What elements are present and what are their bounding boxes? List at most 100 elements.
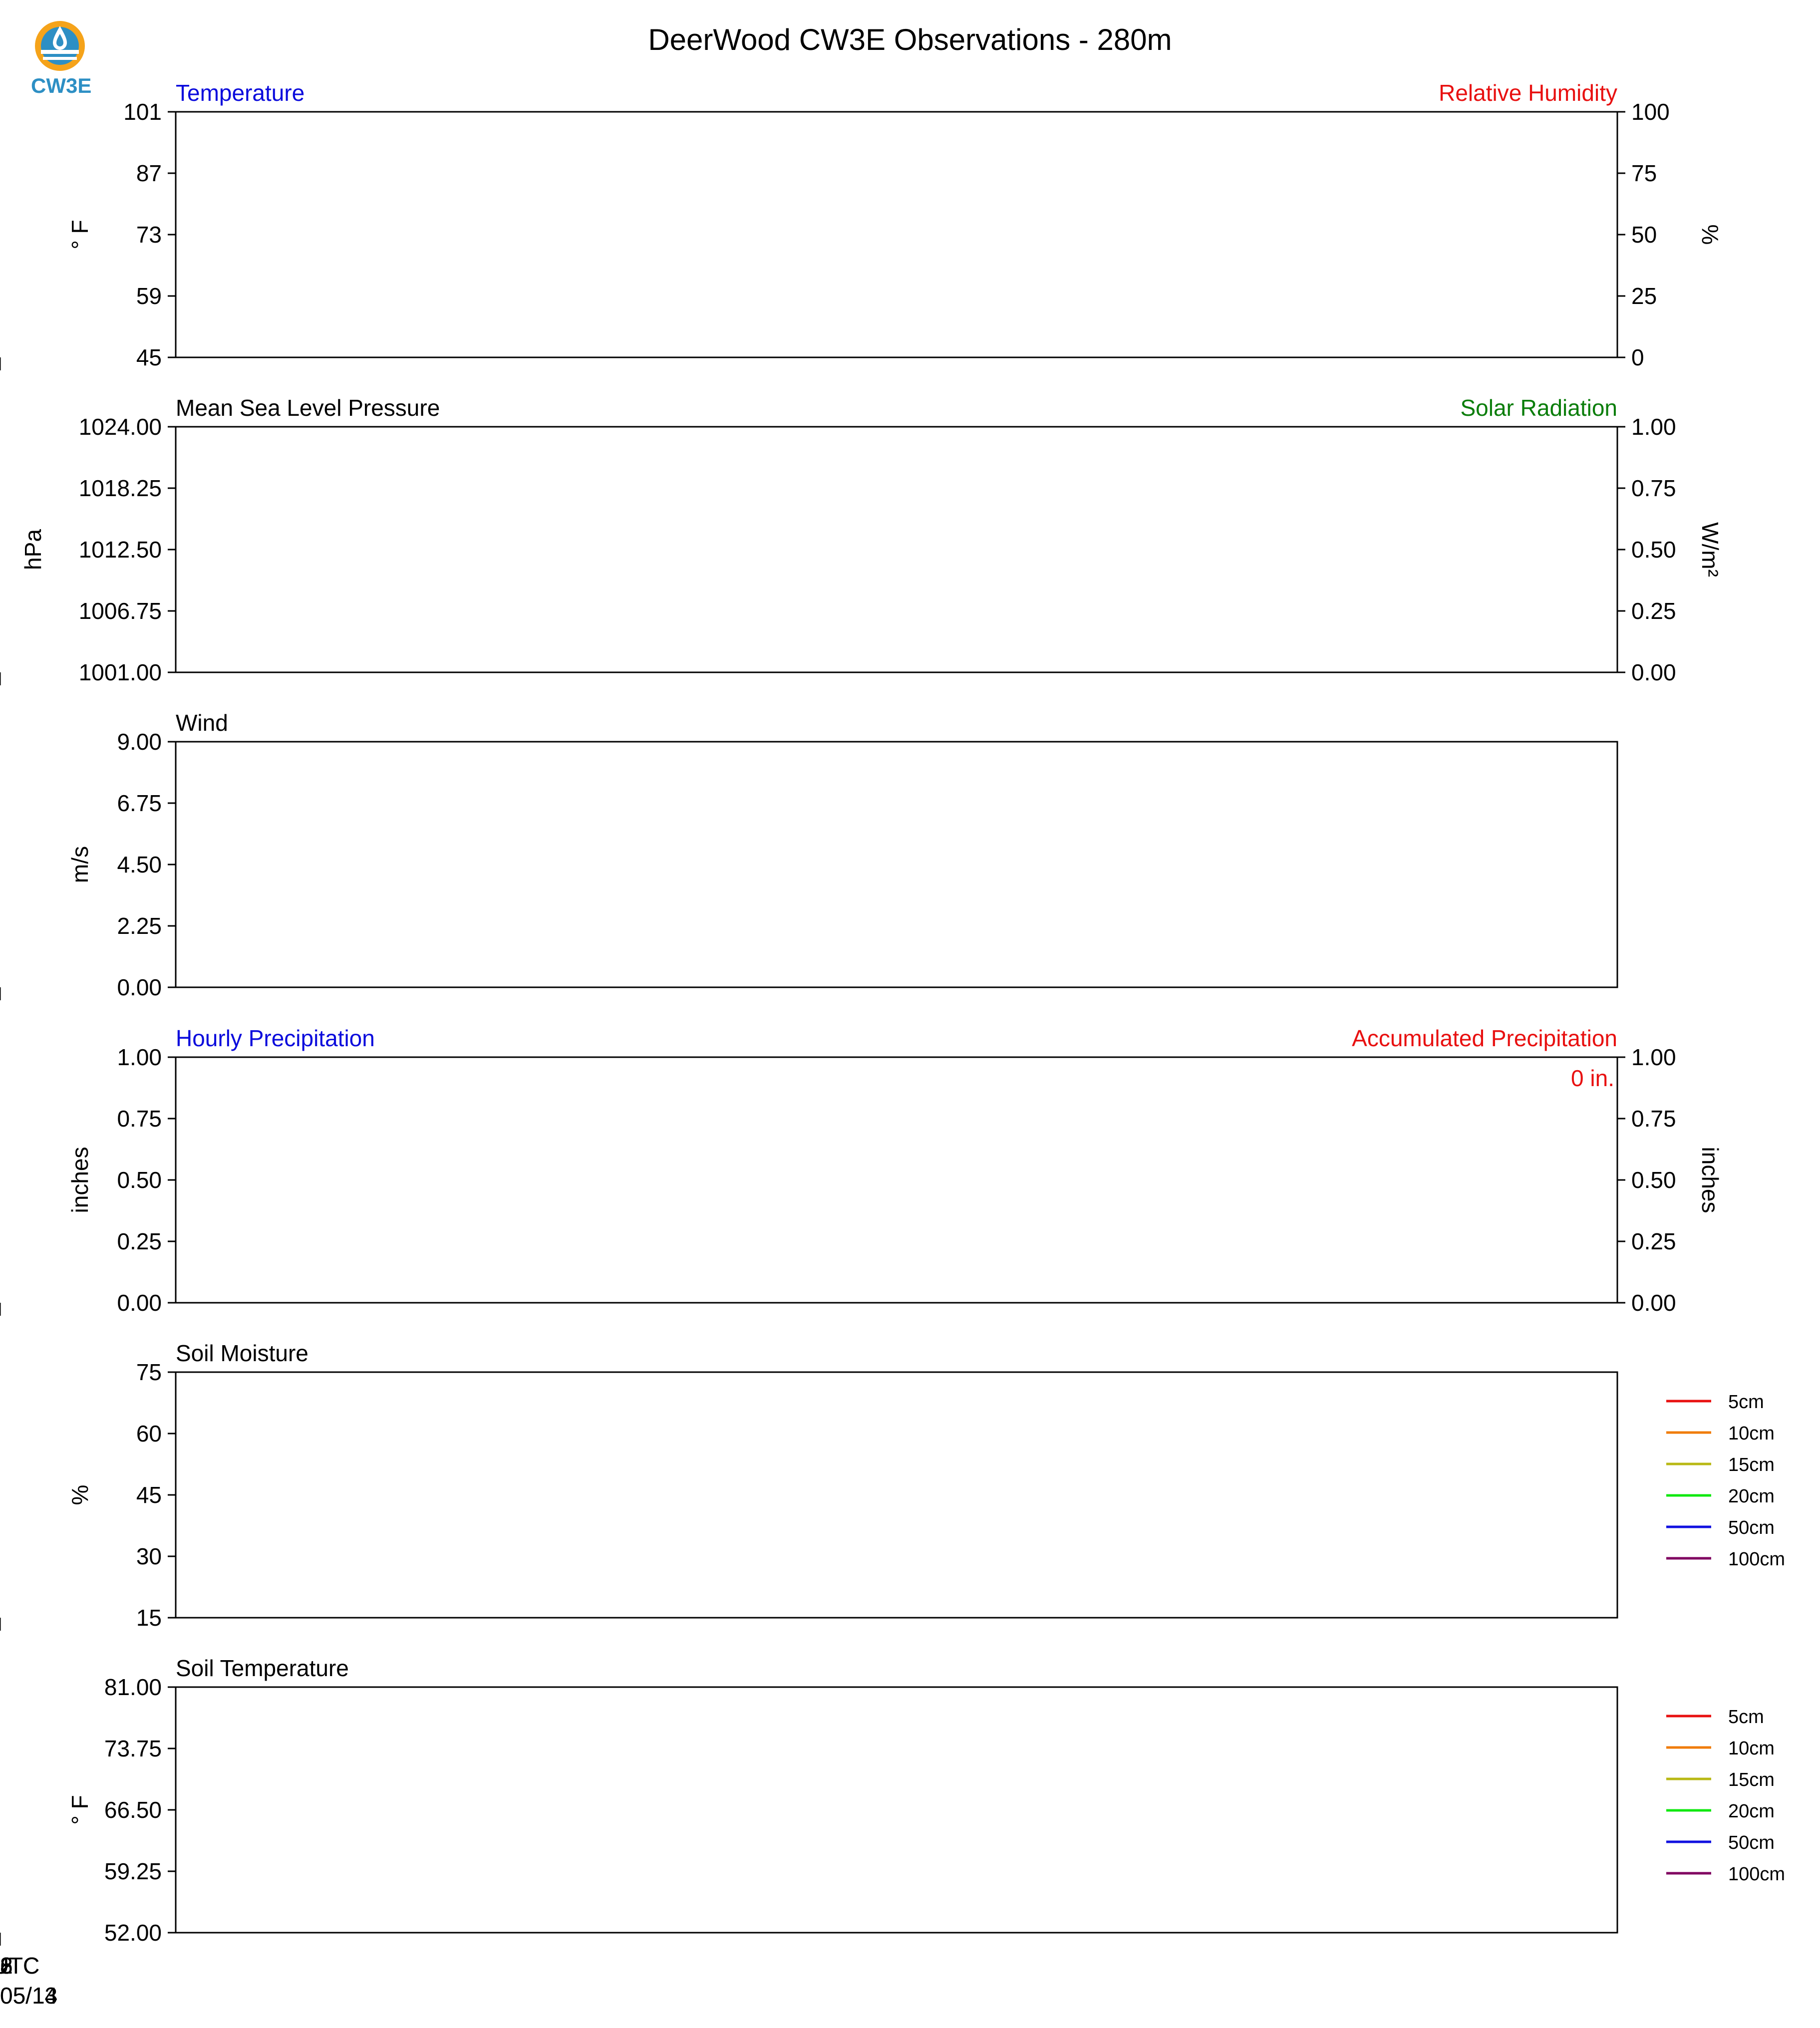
panel-title-right: Accumulated Precipitation	[1352, 1025, 1617, 1051]
panel-title-left: Soil Moisture	[176, 1340, 308, 1366]
y-axis-label-left: %	[67, 1485, 93, 1505]
y-tick-label-left: 73	[136, 222, 162, 248]
legend-label: 5cm	[1728, 1707, 1764, 1728]
x-tick-sublabel: 2024/05/13	[0, 1983, 57, 2009]
y-tick-label-left: 1006.75	[79, 598, 162, 624]
legend-label: 5cm	[1728, 1392, 1764, 1413]
legend-label: 15cm	[1728, 1769, 1775, 1790]
y-tick-label-right: 0.50	[1631, 1167, 1676, 1193]
y-tick-label-right: 0.75	[1631, 1106, 1676, 1132]
legend-label: 100cm	[1728, 1549, 1785, 1570]
legend-label: 50cm	[1728, 1517, 1775, 1538]
x-tick-label: 00 UTC	[0, 1953, 39, 1979]
x-tick-label: 18	[0, 1953, 13, 1979]
y-tick-label-left: 15	[136, 1605, 162, 1631]
panel-precip: Hourly Precipitation Accumulated Precipit…	[0, 1025, 1723, 1316]
plot-frame	[175, 1686, 1618, 1934]
plot-frame	[175, 426, 1618, 673]
y-tick-label-left: 30	[136, 1543, 162, 1569]
y-axis-label-right: W/m²	[1697, 522, 1723, 577]
y-tick-label-left: 0.75	[117, 1106, 162, 1132]
y-tick-label-left: 1018.25	[79, 475, 162, 501]
y-axis-label-left: m/s	[67, 846, 93, 883]
y-tick-label-right: 50	[1631, 222, 1657, 248]
panel-title-left: Temperature	[176, 80, 304, 106]
y-tick-label-left: 45	[136, 1482, 162, 1508]
y-axis-label-left: hPa	[20, 529, 46, 570]
y-tick-label-left: 73.75	[104, 1736, 162, 1761]
panel-title-right: Solar Radiation	[1460, 395, 1617, 421]
legend-label: 100cm	[1728, 1864, 1785, 1885]
y-tick-label-left: 59.25	[104, 1858, 162, 1884]
legend-label: 10cm	[1728, 1738, 1775, 1759]
y-tick-label-left: 0.00	[117, 974, 162, 1000]
y-tick-label-left: 9.00	[117, 729, 162, 755]
y-tick-label-left: 0.25	[117, 1228, 162, 1254]
legend: 5cm 10cm 15cm 20cm 50cm 100cm	[1666, 1392, 1785, 1570]
y-tick-label-left: 87	[136, 160, 162, 186]
y-axis-label-left: ° F	[67, 220, 93, 249]
y-tick-label-right: 1.00	[1631, 414, 1676, 440]
panel-title-right: Relative Humidity	[1439, 80, 1617, 106]
y-tick-label-left: 1.00	[117, 1044, 162, 1070]
cw3e-logo: CW3E	[30, 15, 105, 105]
x-tick-label: 18	[0, 1953, 13, 1979]
y-tick-label-right: 0.75	[1631, 475, 1676, 501]
panel-pressure_solar: Mean Sea Level Pressure Solar Radiation 10…	[0, 395, 1723, 685]
panel-title-left: Hourly Precipitation	[176, 1025, 375, 1051]
cw3e-logo-text: CW3E	[31, 74, 92, 97]
y-axis-label-left: ° F	[67, 1795, 93, 1824]
panel-annotation: 0 in.	[1571, 1065, 1614, 1091]
y-tick-label-right: 0	[1631, 344, 1644, 370]
figure-title: DeerWood CW3E Observations - 280m	[648, 23, 1172, 56]
y-tick-label-right: 0.25	[1631, 598, 1676, 624]
y-tick-label-right: 0.00	[1631, 659, 1676, 685]
y-tick-label-left: 59	[136, 283, 162, 309]
y-tick-label-left: 6.75	[117, 790, 162, 816]
y-tick-label-left: 0.00	[117, 1290, 162, 1316]
legend-label: 20cm	[1728, 1486, 1775, 1507]
panel-soil_moisture: Soil Moisture1530456075%5cm10cm15cm20cm5…	[0, 1340, 1785, 1631]
panel-title-left: Soil Temperature	[176, 1655, 349, 1681]
y-tick-label-left: 101	[123, 99, 162, 125]
plot-frame	[175, 111, 1618, 358]
panel-soil_temperature: Soil Temperature 52.00 59.25 66.50 73.75 81.0…	[0, 1655, 1785, 2009]
x-tick-label: 06	[0, 1953, 13, 1979]
y-axis-label-left: inches	[67, 1147, 93, 1213]
panels: Temperature Relative Humidity 45 59 73 87 101 °…	[0, 80, 1785, 2009]
x-tick-label: 12	[0, 1953, 13, 1979]
legend: 5cm 10cm 15cm 20cm 50cm 100cm	[1666, 1707, 1785, 1885]
y-tick-label-left: 1012.50	[79, 537, 162, 563]
y-tick-label-left: 45	[136, 344, 162, 370]
y-tick-label-left: 66.50	[104, 1797, 162, 1823]
panel-title-left: Wind	[176, 710, 228, 736]
legend-label: 20cm	[1728, 1801, 1775, 1822]
legend-label: 10cm	[1728, 1423, 1775, 1444]
y-tick-label-right: 75	[1631, 160, 1657, 186]
y-tick-label-left: 1024.00	[79, 414, 162, 440]
x-tick-sublabel: 2024/05/14	[0, 1983, 57, 2009]
y-tick-label-right: 0.50	[1631, 537, 1676, 563]
y-tick-label-right: 25	[1631, 283, 1657, 309]
y-tick-label-right: 1.00	[1631, 1044, 1676, 1070]
y-axis-label-right: %	[1697, 225, 1723, 245]
y-tick-label-right: 0.25	[1631, 1228, 1676, 1254]
panel-wind: Wind 0.00 2.25 4.50 6.75 9.00 m/s	[0, 710, 1618, 1000]
plot-frame	[175, 1056, 1618, 1304]
y-tick-label-left: 60	[136, 1421, 162, 1447]
x-tick-label: 00 UTC	[0, 1953, 39, 1979]
y-tick-label-right: 0.00	[1631, 1290, 1676, 1316]
y-tick-label-right: 100	[1631, 99, 1670, 125]
y-tick-label-left: 4.50	[117, 852, 162, 877]
y-tick-label-left: 2.25	[117, 913, 162, 939]
x-tick-label: 12	[0, 1953, 13, 1979]
panel-temp_rh: Temperature Relative Humidity 45 59 73 87 101 °…	[0, 80, 1723, 370]
legend-label: 50cm	[1728, 1832, 1775, 1853]
cw3e-drop-logo-icon	[35, 21, 85, 71]
y-axis-label-right: inches	[1697, 1147, 1723, 1213]
y-tick-label-left: 52.00	[104, 1920, 162, 1946]
y-tick-label-left: 1001.00	[79, 659, 162, 685]
legend-label: 15cm	[1728, 1454, 1775, 1475]
plot-frame	[175, 741, 1618, 988]
